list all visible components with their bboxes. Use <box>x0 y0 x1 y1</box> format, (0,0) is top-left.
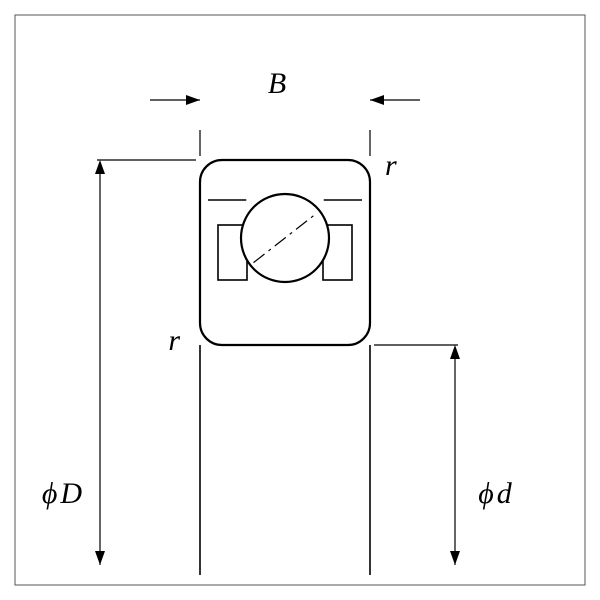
bearing-cross-section-diagram: BϕD ϕd r r <box>0 0 600 600</box>
label-d: ϕd <box>478 477 513 510</box>
label-D: ϕD <box>42 477 83 510</box>
label-r-top-right: r <box>385 149 397 182</box>
label-r-bottom-left: r <box>168 324 180 357</box>
label-B: B <box>268 67 286 100</box>
